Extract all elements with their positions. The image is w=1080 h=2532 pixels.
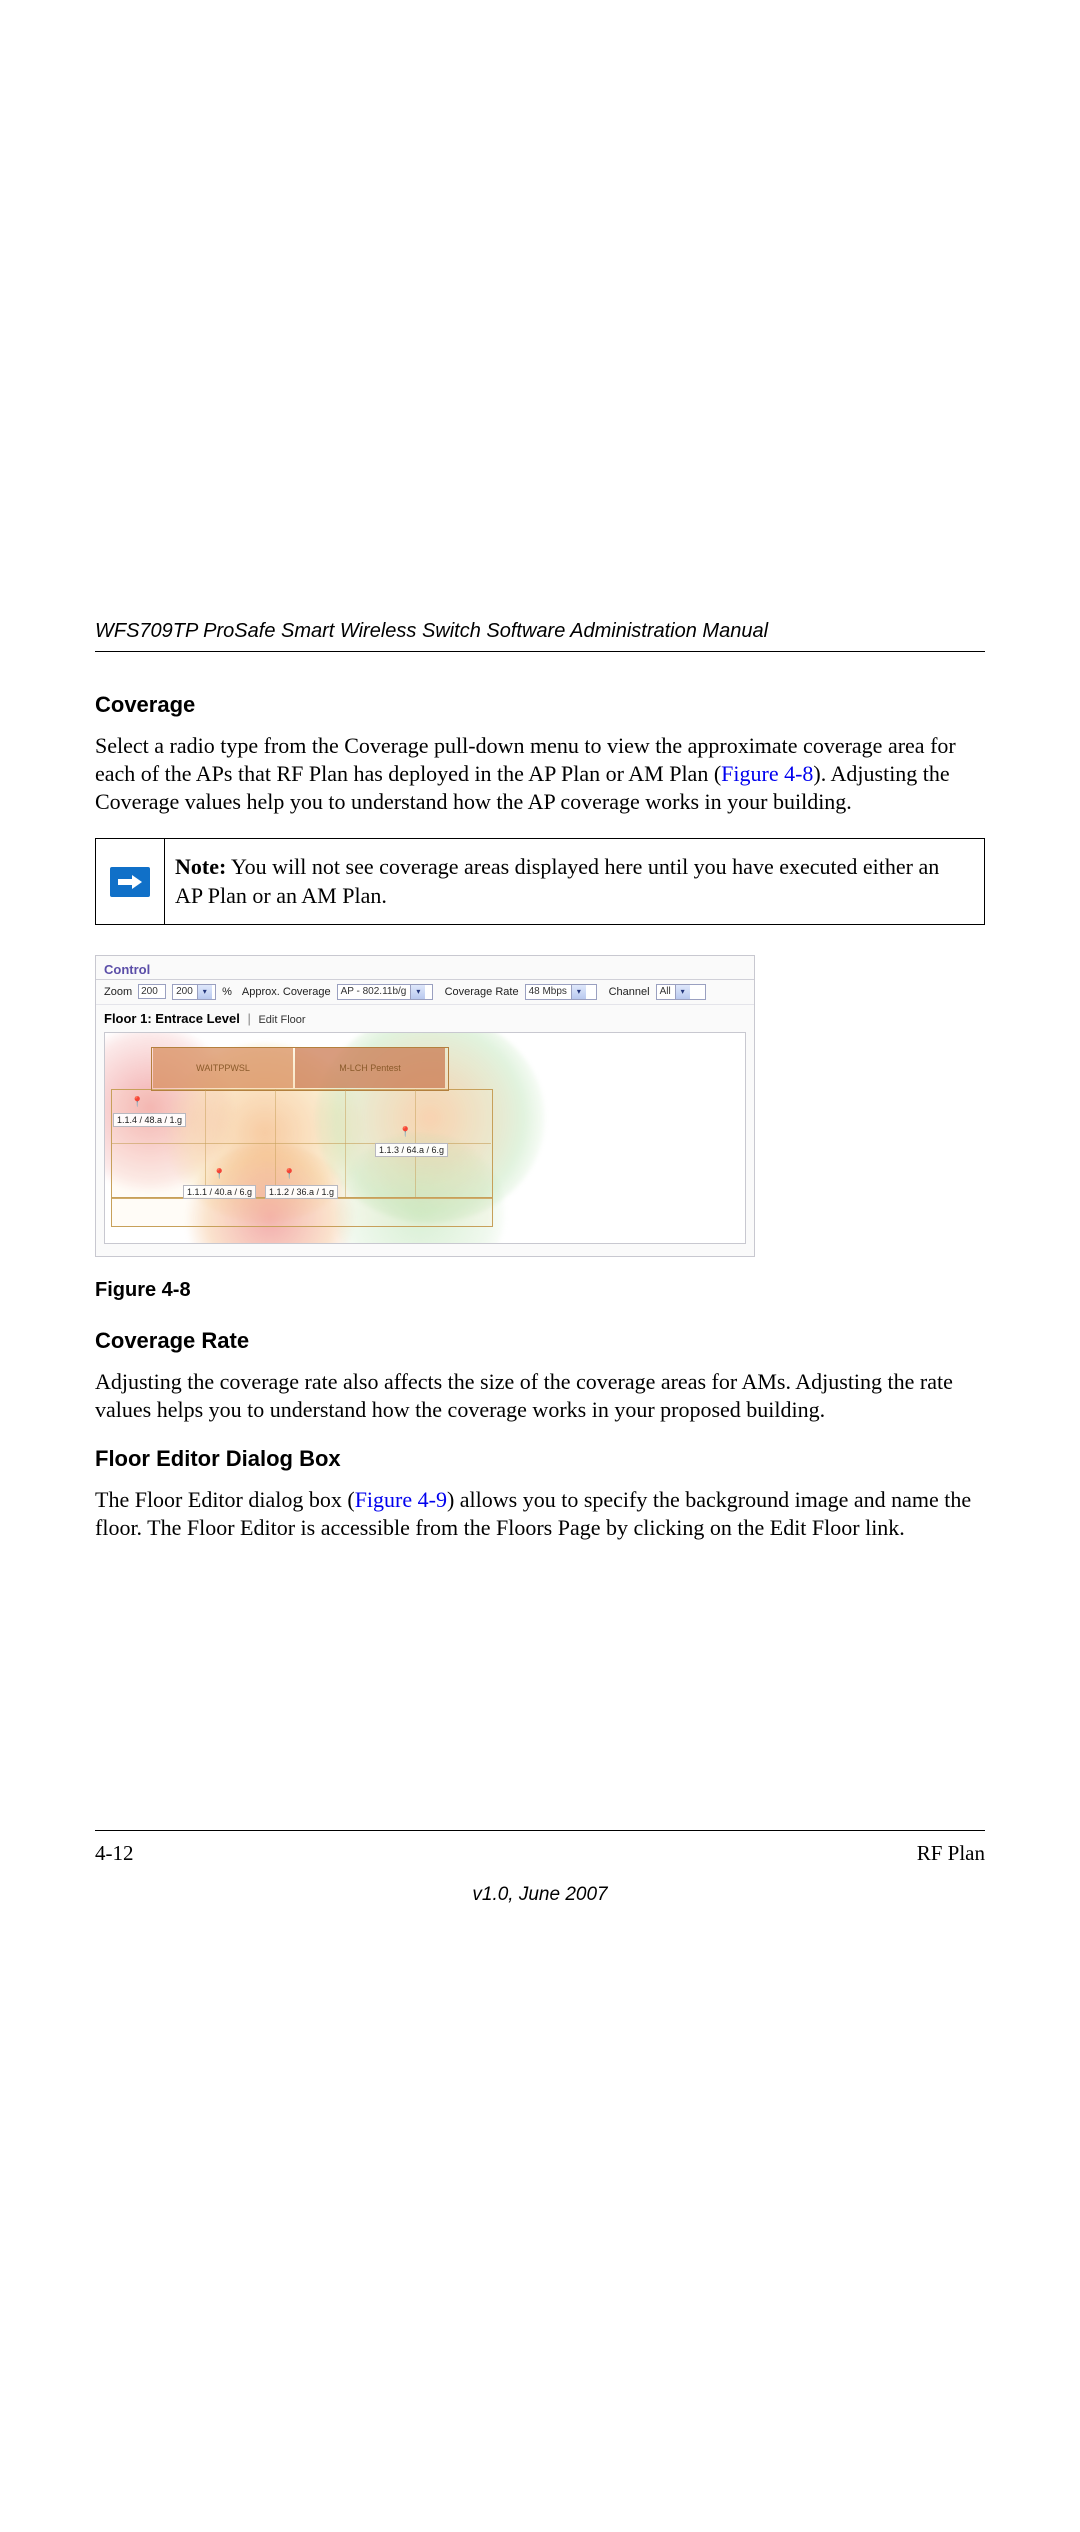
footer-page-number: 4-12	[95, 1841, 134, 1866]
arrow-right-icon	[110, 867, 150, 897]
zoom-label: Zoom	[104, 986, 132, 998]
ap-pin-icon: 📍	[399, 1127, 407, 1139]
edit-floor-link[interactable]: Edit Floor	[258, 1014, 305, 1026]
chevron-down-icon: ▾	[197, 985, 212, 999]
footer-section: RF Plan	[917, 1841, 985, 1866]
page-footer: 4-12 RF Plan v1.0, June 2007	[95, 1830, 985, 1906]
floor-title: Floor 1: Entrace Level	[104, 1011, 240, 1026]
floor-title-row: Floor 1: Entrace Level | Edit Floor	[96, 1005, 754, 1030]
heading-coverage: Coverage	[95, 692, 985, 718]
room-banner-right: M-LCH Pentest	[295, 1048, 445, 1088]
ap-label: 1.1.2 / 36.a / 1.g	[265, 1185, 338, 1199]
note-text: Note: You will not see coverage areas di…	[165, 839, 984, 923]
figure-caption: Figure 4-8	[95, 1279, 985, 1302]
chevron-down-icon: ▾	[410, 985, 425, 999]
ap-label: 1.1.3 / 64.a / 6.g	[375, 1143, 448, 1157]
zoom-dropdown[interactable]: 200 ▾	[172, 984, 216, 1000]
grid-line	[345, 1089, 346, 1197]
grid-line	[205, 1089, 206, 1197]
floor-canvas: WAITPPWSL M-LCH Pentest 📍 📍 📍 📍 1.1.4 / …	[104, 1032, 746, 1244]
zoom-pct: %	[222, 986, 232, 998]
note-box: Note: You will not see coverage areas di…	[95, 838, 985, 924]
channel-dropdown[interactable]: All ▾	[656, 984, 706, 1000]
figure-4-8: Control Zoom 200 200 ▾ % Approx. Coverag…	[95, 955, 755, 1257]
grid-line	[275, 1089, 276, 1197]
channel-label: Channel	[609, 986, 650, 998]
floor-outline	[111, 1197, 493, 1227]
note-icon-cell	[96, 839, 165, 923]
para-coverage-rate: Adjusting the coverage rate also affects…	[95, 1368, 985, 1424]
channel-value: All	[660, 986, 671, 997]
coverage-rate-dropdown[interactable]: 48 Mbps ▾	[525, 984, 597, 1000]
ap-pin-icon: 📍	[131, 1097, 139, 1109]
footer-version: v1.0, June 2007	[95, 1884, 985, 1906]
control-row: Zoom 200 200 ▾ % Approx. Coverage AP - 8…	[96, 980, 754, 1005]
ap-label: 1.1.4 / 48.a / 1.g	[113, 1113, 186, 1127]
approx-coverage-dropdown[interactable]: AP - 802.11b/g ▾	[337, 984, 433, 1000]
coverage-rate-value: 48 Mbps	[529, 986, 567, 997]
note-label: Note:	[175, 854, 226, 879]
link-figure-4-8[interactable]: Figure 4-8	[721, 761, 813, 786]
coverage-rate-label: Coverage Rate	[445, 986, 519, 998]
para-floor-editor-pre: The Floor Editor dialog box (	[95, 1487, 355, 1512]
link-figure-4-9[interactable]: Figure 4-9	[355, 1487, 447, 1512]
heading-floor-editor: Floor Editor Dialog Box	[95, 1446, 985, 1472]
para-coverage: Select a radio type from the Coverage pu…	[95, 732, 985, 816]
zoom-dropdown-value: 200	[176, 986, 193, 997]
approx-coverage-value: AP - 802.11b/g	[341, 986, 407, 997]
room-banner-left: WAITPPWSL	[153, 1048, 293, 1088]
ap-pin-icon: 📍	[283, 1169, 291, 1181]
para-floor-editor: The Floor Editor dialog box (Figure 4-9)…	[95, 1486, 985, 1542]
zoom-input[interactable]: 200	[138, 984, 166, 999]
separator: |	[247, 1011, 250, 1026]
chevron-down-icon: ▾	[675, 985, 690, 999]
approx-coverage-label: Approx. Coverage	[242, 986, 331, 998]
ap-label: 1.1.1 / 40.a / 6.g	[183, 1185, 256, 1199]
heading-coverage-rate: Coverage Rate	[95, 1328, 985, 1354]
chevron-down-icon: ▾	[571, 985, 586, 999]
doc-header: WFS709TP ProSafe Smart Wireless Switch S…	[95, 620, 985, 652]
ap-pin-icon: 📍	[213, 1169, 221, 1181]
note-body: You will not see coverage areas displaye…	[175, 854, 939, 907]
control-panel-title: Control	[96, 960, 754, 980]
